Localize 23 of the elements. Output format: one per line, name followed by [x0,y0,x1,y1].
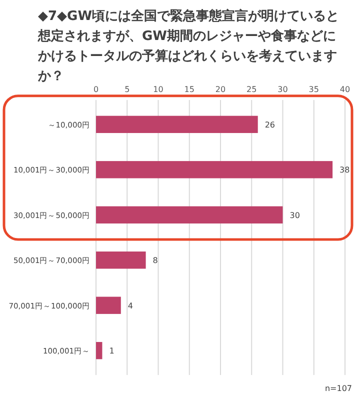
data-label: 30 [290,210,300,220]
bar [96,206,283,224]
data-label: 4 [128,301,133,310]
x-tick-label: 20 [215,85,226,94]
x-tick-label: 15 [184,85,194,94]
bar [96,116,258,134]
x-tick-label: 25 [246,85,257,94]
data-label: 26 [264,120,276,130]
x-tick-label: 5 [124,85,130,94]
bar [96,161,333,178]
bar [96,252,146,269]
text: n=107 [324,384,352,393]
data-label: 8 [152,256,158,266]
x-tick-label: 10 [153,85,164,94]
x-tick-label: 30 [278,85,288,94]
x-tick-label: 35 [308,85,319,94]
x-tick-label: 40 [340,85,350,94]
data-label: 38 [340,166,350,175]
x-tick-label: 0 [93,85,99,94]
chart-title: ◆7◆GW頃には全国で緊急事態宣言が明けていると想定されますが、GW期間のレジャーや食事などにかけるトータルの予算はどれくらいを考えていますか？ [37,8,340,84]
data-label: 1 [109,346,114,356]
bar [96,296,121,314]
bar [96,342,102,360]
